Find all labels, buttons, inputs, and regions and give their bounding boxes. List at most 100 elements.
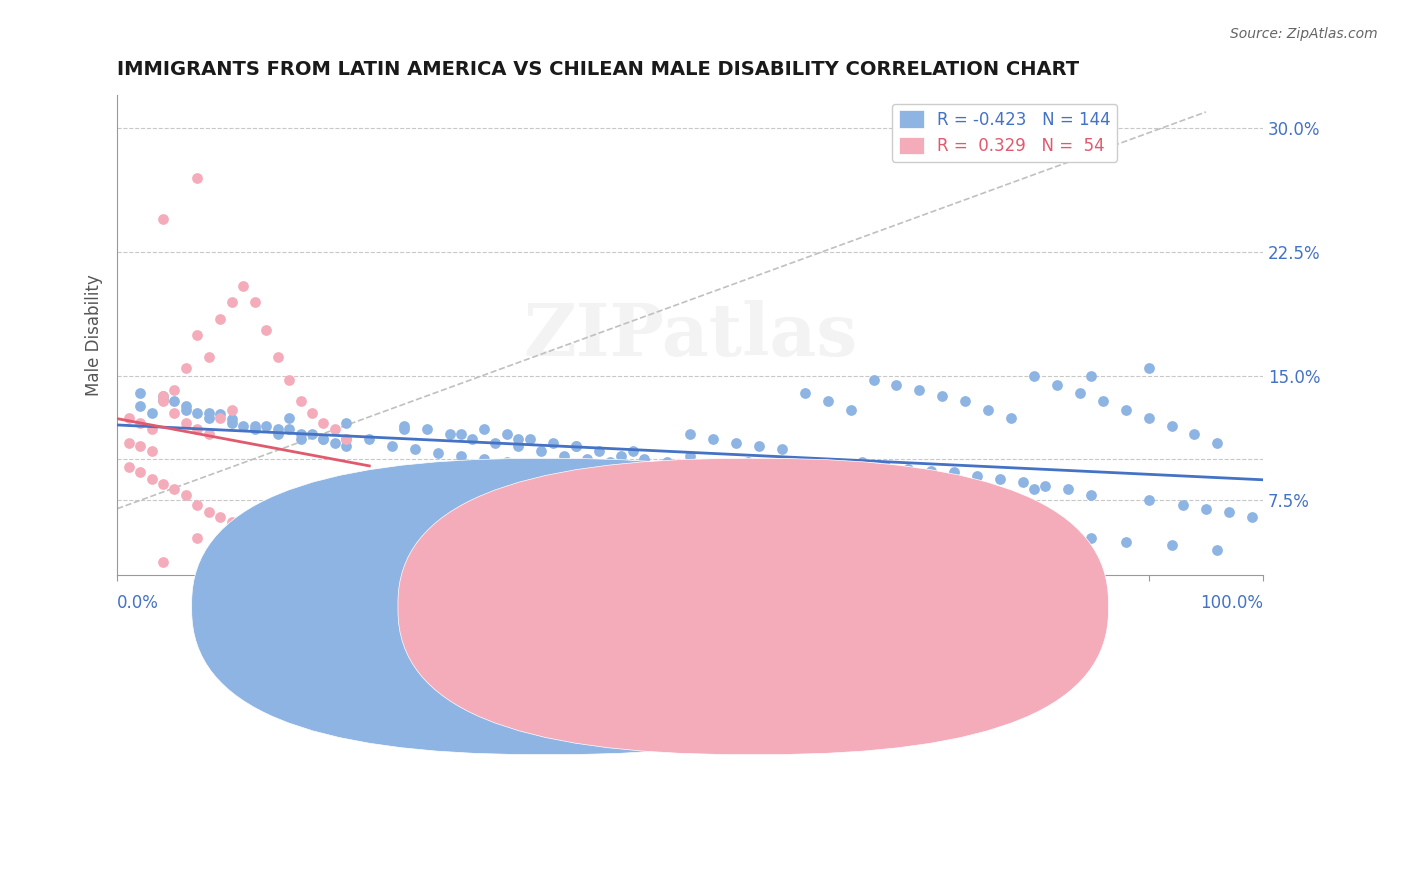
Point [793,485,815,500]
Point [186,499,208,513]
Point [152,389,174,403]
Point [828,485,851,500]
Point [668,466,690,480]
Point [174,488,197,502]
Point [472,452,495,467]
Point [484,435,506,450]
Point [129,439,152,453]
Point [221,532,243,546]
Point [174,402,197,417]
Point [232,278,254,293]
Point [1022,369,1045,384]
Point [793,460,815,475]
Point [359,432,381,446]
Point [243,422,266,436]
Point [657,455,679,469]
Point [988,472,1011,486]
Point [657,538,679,552]
Point [1022,482,1045,496]
Point [198,410,221,425]
Point [129,386,152,401]
Point [461,432,484,446]
Point [713,472,735,486]
Point [290,548,312,562]
Text: □  Chileans: □ Chileans [748,608,837,624]
Point [1206,435,1229,450]
Point [163,482,186,496]
Point [530,443,553,458]
Point [1022,510,1045,524]
Point [290,427,312,442]
Point [1046,377,1069,392]
Point [495,427,517,442]
Point [966,505,988,519]
Point [942,466,965,480]
Point [198,505,221,519]
Point [966,468,988,483]
Point [243,526,266,541]
Point [806,482,828,496]
Point [335,432,357,446]
Point [427,445,450,459]
Point [141,472,163,486]
Point [576,452,599,467]
Text: Source: ZipAtlas.com: Source: ZipAtlas.com [1230,27,1378,41]
Point [977,402,1000,417]
Point [737,475,759,490]
Point [266,350,288,364]
Point [152,477,174,491]
Point [541,435,564,450]
Point [129,416,152,430]
Point [564,460,586,475]
Point [702,432,724,446]
Point [519,432,541,446]
Point [782,478,804,492]
Point [404,442,426,457]
Point [152,394,174,409]
Point [450,427,472,442]
Point [588,526,610,541]
Point [152,392,174,407]
Point [851,466,873,480]
Point [312,432,335,446]
Text: □  Immigrants from Latin America: □ Immigrants from Latin America [541,608,804,624]
Point [1011,475,1033,490]
Point [266,427,288,442]
Point [633,534,655,549]
Point [198,427,221,442]
FancyBboxPatch shape [191,458,903,755]
Point [851,455,873,469]
Point [610,532,633,546]
Point [415,422,437,436]
Point [770,482,793,496]
Point [209,408,232,422]
Point [725,435,748,450]
Point [633,452,655,467]
Point [1206,543,1229,558]
Point [152,389,174,403]
Point [920,464,942,478]
Point [541,462,564,476]
Point [1137,410,1160,425]
Point [955,394,977,409]
Point [1171,499,1194,513]
Point [748,439,770,453]
Point [966,477,988,491]
Point [1080,488,1102,502]
Point [737,477,759,491]
Point [1115,402,1137,417]
Point [174,399,197,413]
Point [588,443,610,458]
Point [278,410,301,425]
Point [702,472,724,486]
Point [290,394,312,409]
Point [1115,534,1137,549]
Point [679,449,702,463]
Point [186,532,208,546]
Point [644,462,666,476]
Point [1195,501,1218,516]
Point [221,416,243,430]
Point [290,432,312,446]
Point [278,538,301,552]
Point [519,458,541,473]
